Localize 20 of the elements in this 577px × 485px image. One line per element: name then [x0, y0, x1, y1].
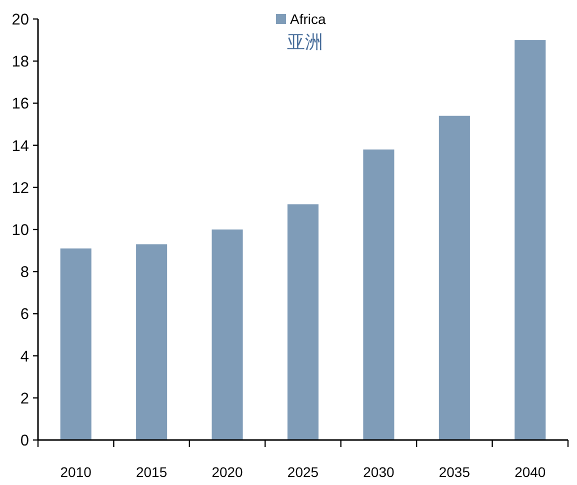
x-tick-label: 2020: [212, 464, 244, 480]
y-tick-label: 16: [12, 96, 29, 113]
x-tick-label: 2040: [514, 464, 546, 480]
x-tick-label: 2035: [438, 464, 470, 480]
x-tick-label: 2030: [363, 464, 394, 480]
y-tick-label: 20: [12, 12, 30, 28]
y-tick-label: 8: [20, 264, 29, 282]
legend-label: Africa: [290, 11, 326, 27]
y-tick-label: 0: [20, 432, 30, 450]
y-tick-label: 18: [12, 54, 29, 71]
y-tick-label: 12: [12, 180, 29, 197]
x-tick-label: 2010: [60, 464, 92, 480]
y-tick-label: 6: [20, 306, 29, 324]
y-tick-label: 14: [12, 138, 30, 155]
x-tick-label: 2025: [287, 464, 319, 480]
annotation: 亚洲: [287, 32, 323, 53]
x-tick-label: 2015: [136, 464, 168, 480]
y-tick-label: 10: [12, 222, 30, 239]
y-tick-label: 4: [20, 348, 30, 366]
y-tick-label: 2: [20, 390, 29, 408]
